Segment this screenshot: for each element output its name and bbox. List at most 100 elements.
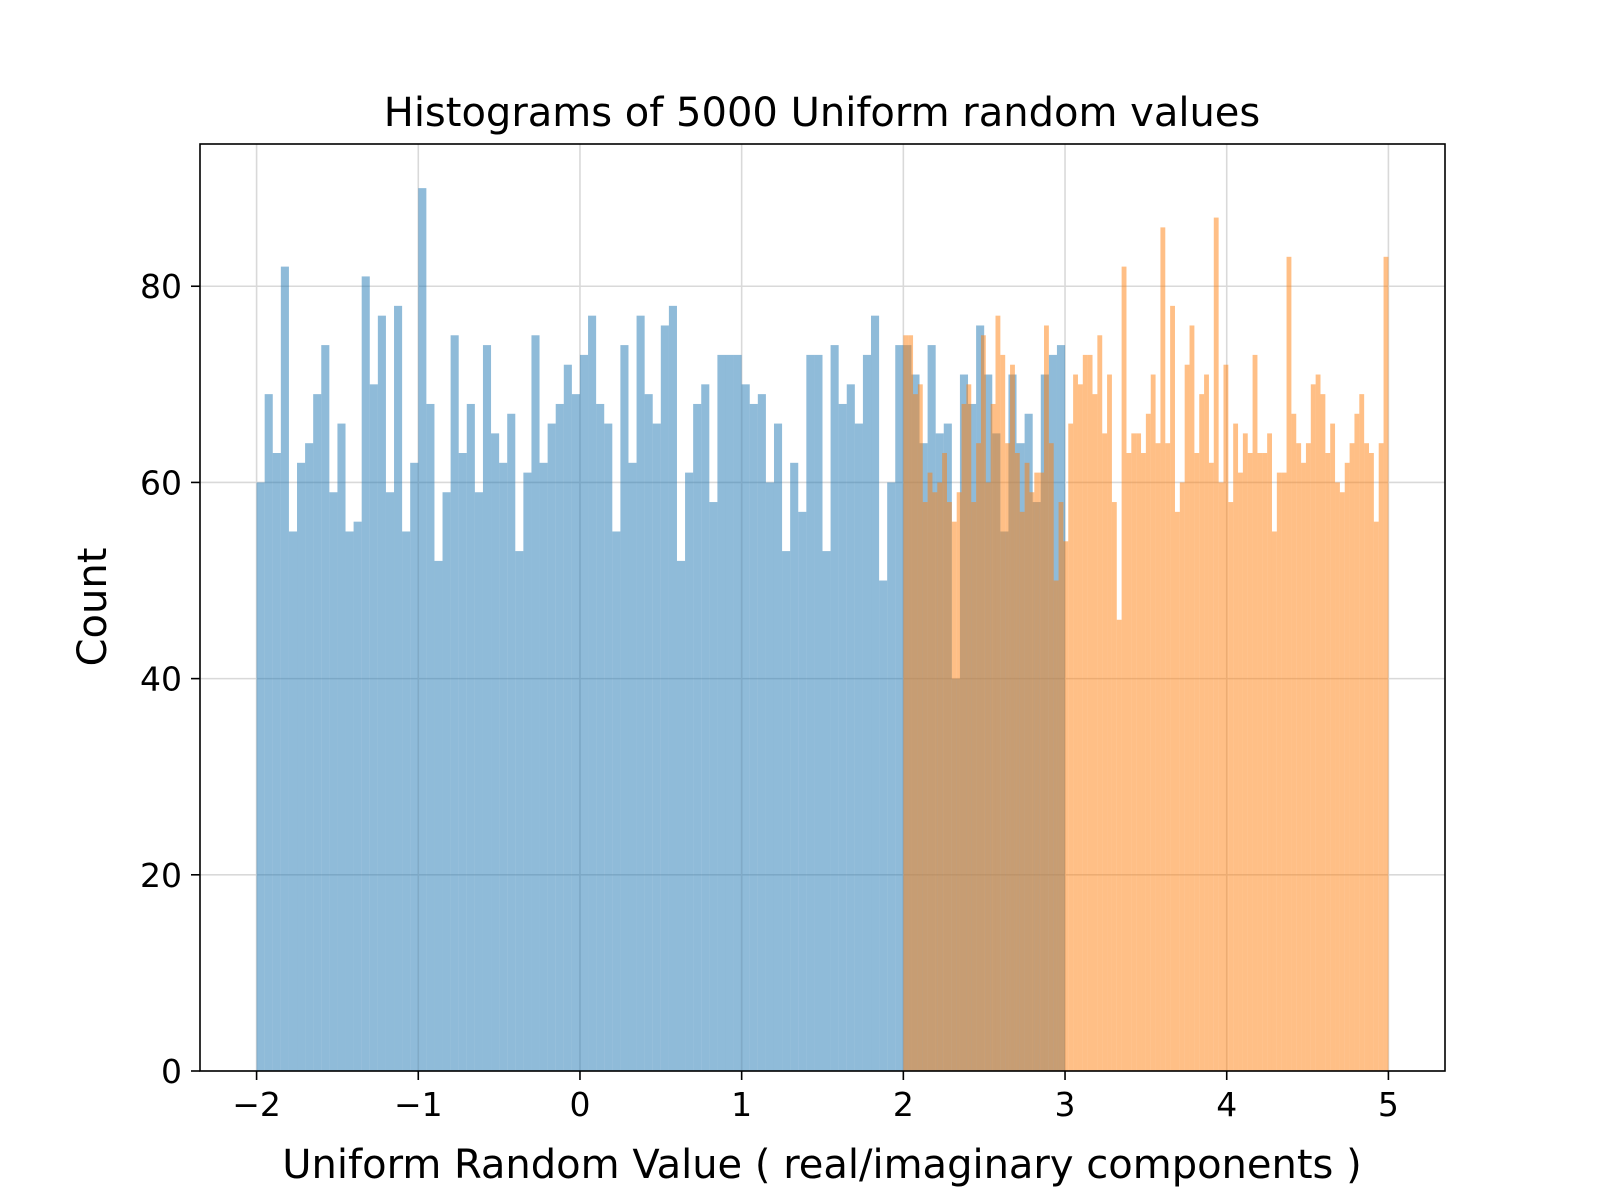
histogram-bar-series-1 (733, 354, 742, 1071)
y-axis-label: Count (70, 548, 116, 667)
histogram-bar-series-2 (1141, 453, 1146, 1071)
histogram-bar-series-1 (337, 423, 346, 1072)
histogram-bar-series-2 (1053, 580, 1059, 1071)
histogram-bar-series-1 (280, 266, 289, 1072)
histogram-bar-series-1 (418, 188, 427, 1072)
histogram-bar-series-2 (1238, 472, 1243, 1072)
histogram-bar-series-1 (830, 345, 839, 1072)
histogram-bar-series-1 (749, 403, 758, 1071)
histogram-bar-series-1 (725, 354, 734, 1071)
histogram-bar-series-1 (434, 560, 443, 1071)
histogram-bar-series-2 (1136, 433, 1142, 1071)
histogram-bar-series-1 (579, 354, 589, 1071)
histogram-bar-series-2 (1165, 443, 1171, 1071)
histogram-bar-series-2 (1048, 443, 1054, 1071)
histogram-bar-series-1 (547, 423, 556, 1072)
histogram-bar-series-2 (1335, 482, 1340, 1071)
histogram-bar-series-1 (709, 502, 718, 1071)
histogram-bar-series-2 (1063, 541, 1069, 1071)
histogram-bar-series-2 (980, 335, 986, 1071)
histogram-bar-series-1 (668, 305, 677, 1071)
histogram-bar-series-2 (1014, 453, 1020, 1071)
histogram-bar-series-1 (846, 384, 855, 1071)
x-tick-label: −1 (394, 1085, 443, 1124)
histogram-bar-series-1 (693, 403, 702, 1071)
histogram-bar-series-2 (1320, 394, 1326, 1072)
histogram-bar-series-2 (1223, 364, 1229, 1071)
histogram-bar-series-1 (385, 492, 395, 1071)
histogram-bar-series-1 (450, 335, 459, 1071)
histogram-bar-series-1 (402, 531, 411, 1071)
histogram-bar-series-2 (985, 482, 991, 1071)
y-tick-label: 40 (140, 660, 182, 699)
histogram-bar-series-2 (1301, 462, 1306, 1071)
histogram-bar-series-2 (995, 315, 1001, 1072)
histogram-bar-series-1 (272, 453, 281, 1071)
histogram-bar-series-1 (571, 394, 580, 1072)
histogram-bar-series-2 (1325, 453, 1331, 1071)
histogram-bars (256, 188, 1389, 1072)
histogram-bar-series-2 (1242, 433, 1248, 1071)
histogram-bar-series-2 (956, 492, 962, 1071)
histogram-bar-series-1 (701, 384, 710, 1071)
histogram-bar-series-2 (1378, 443, 1384, 1071)
histogram-bar-series-2 (1305, 443, 1311, 1071)
histogram-bar-series-2 (1247, 453, 1253, 1071)
histogram-bar-series-1 (854, 423, 863, 1072)
histogram-bar-series-2 (1204, 374, 1209, 1071)
histogram-bar-series-1 (676, 560, 686, 1071)
x-tick-label: 0 (569, 1085, 590, 1124)
histogram-bar-series-1 (458, 453, 467, 1071)
y-tick-label: 60 (140, 463, 182, 502)
histogram-bar-series-2 (908, 335, 914, 1071)
histogram-bar-series-2 (976, 443, 981, 1071)
histogram-bar-series-2 (1087, 354, 1093, 1071)
histogram-bar-series-2 (1024, 462, 1030, 1071)
histogram-bar-series-2 (951, 521, 957, 1071)
histogram-bar-series-1 (515, 551, 524, 1071)
histogram-bar-series-2 (1276, 472, 1282, 1072)
histogram-bar-series-2 (966, 384, 972, 1071)
histogram-bar-series-2 (1339, 492, 1345, 1071)
histogram-bar-series-2 (932, 492, 938, 1071)
histogram-bar-series-1 (773, 423, 783, 1072)
histogram-bar-series-2 (1262, 453, 1268, 1071)
x-tick-label: 1 (731, 1085, 752, 1124)
histogram-bar-series-1 (806, 354, 815, 1071)
histogram-bar-series-2 (1369, 453, 1374, 1071)
histogram-bar-series-2 (1097, 335, 1103, 1071)
histogram-bar-series-1 (782, 551, 791, 1071)
histogram-bar-series-2 (1364, 443, 1370, 1071)
histogram-bar-series-2 (1359, 394, 1365, 1072)
histogram-bar-series-2 (1349, 443, 1355, 1071)
histogram-bar-series-1 (596, 403, 605, 1071)
histogram-bar-series-2 (1107, 374, 1112, 1071)
histogram-bar-series-2 (1174, 511, 1180, 1071)
histogram-bar-series-1 (507, 413, 516, 1071)
histogram-bar-series-1 (256, 482, 265, 1071)
histogram-bar-series-1 (313, 394, 322, 1072)
histogram-bar-series-2 (1170, 305, 1175, 1071)
histogram-bar-series-1 (353, 521, 362, 1071)
histogram-bar-series-1 (297, 462, 306, 1071)
histogram-bar-series-2 (1252, 354, 1258, 1071)
histogram-bar-series-2 (947, 502, 952, 1071)
histogram-bar-series-2 (1315, 374, 1321, 1071)
histogram-bar-series-1 (523, 472, 532, 1072)
histogram-bar-series-1 (685, 472, 694, 1072)
y-tick-label: 20 (140, 856, 182, 895)
histogram-bar-series-1 (482, 345, 492, 1072)
histogram-bar-series-1 (838, 403, 847, 1071)
histogram-bar-series-1 (555, 403, 564, 1071)
histogram-bar-series-2 (1155, 443, 1161, 1071)
histogram-bar-series-2 (1077, 384, 1083, 1071)
histogram-bar-series-1 (765, 482, 774, 1071)
histogram-bar-series-2 (1150, 374, 1156, 1071)
histogram-bar-series-2 (1039, 472, 1045, 1072)
histogram-bar-series-2 (922, 502, 928, 1071)
histogram-bar-series-2 (937, 482, 943, 1071)
histogram-bar-series-2 (1184, 364, 1190, 1071)
histogram-bar-series-2 (942, 453, 947, 1071)
histogram-bar-series-1 (644, 394, 653, 1072)
histogram-bar-series-1 (531, 335, 540, 1071)
